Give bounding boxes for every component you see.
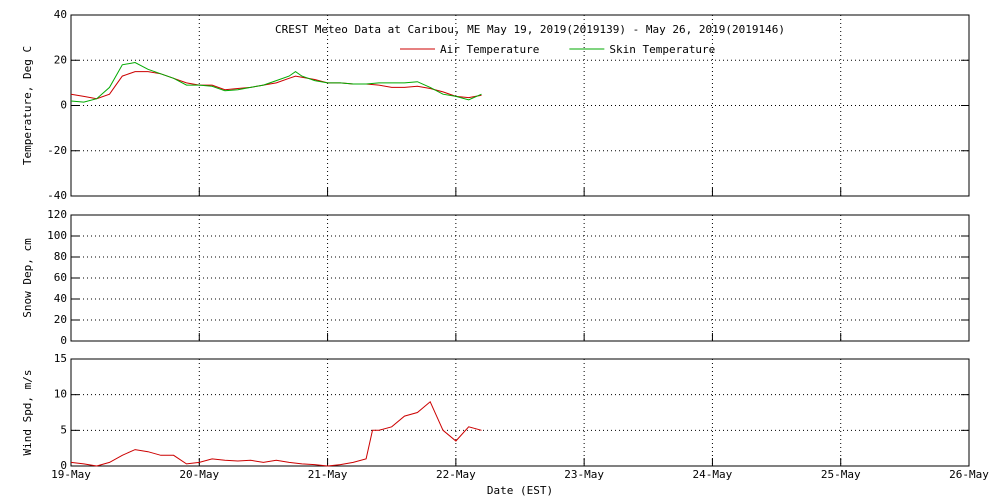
y-axis-label: Snow Dep, cm: [21, 238, 34, 318]
y-tick-label: 0: [60, 99, 67, 112]
plot-frame: [70, 358, 970, 467]
chart-title: CREST Meteo Data at Caribou, ME May 19, …: [275, 23, 785, 36]
x-tick-label: 23-May: [564, 468, 604, 481]
y-tick-label: 20: [54, 313, 67, 326]
plot-frame: [70, 14, 970, 197]
data-line: [70, 71, 482, 100]
legend-label: Skin Temperature: [609, 43, 715, 56]
x-tick-label: 21-May: [308, 468, 348, 481]
y-tick-label: 0: [60, 334, 67, 347]
plot-frame: [70, 214, 970, 342]
y-axis-label: Wind Spd, m/s: [21, 369, 34, 455]
data-line: [70, 61, 482, 103]
x-tick-label: 22-May: [436, 468, 476, 481]
y-tick-label: 40: [54, 8, 67, 21]
x-tick-label: 26-May: [949, 468, 989, 481]
y-tick-label: 15: [54, 352, 67, 365]
y-tick-label: 0: [60, 459, 67, 472]
y-tick-label: 40: [54, 292, 67, 305]
y-tick-label: -20: [47, 144, 67, 157]
x-tick-label: 20-May: [179, 468, 219, 481]
y-tick-label: 100: [47, 229, 67, 242]
y-axis-label: Temperature, Deg C: [21, 46, 34, 165]
x-tick-label: 25-May: [821, 468, 861, 481]
y-tick-label: 120: [47, 208, 67, 221]
x-tick-label: 19-May: [51, 468, 91, 481]
y-tick-label: 5: [60, 423, 67, 436]
y-tick-label: 60: [54, 271, 67, 284]
y-tick-label: 80: [54, 250, 67, 263]
x-tick-label: 24-May: [693, 468, 733, 481]
y-tick-label: -40: [47, 189, 67, 202]
y-tick-label: 10: [54, 388, 67, 401]
data-line: [70, 400, 482, 467]
legend-label: Air Temperature: [440, 43, 539, 56]
x-axis-label: Date (EST): [487, 484, 553, 497]
y-tick-label: 20: [54, 53, 67, 66]
